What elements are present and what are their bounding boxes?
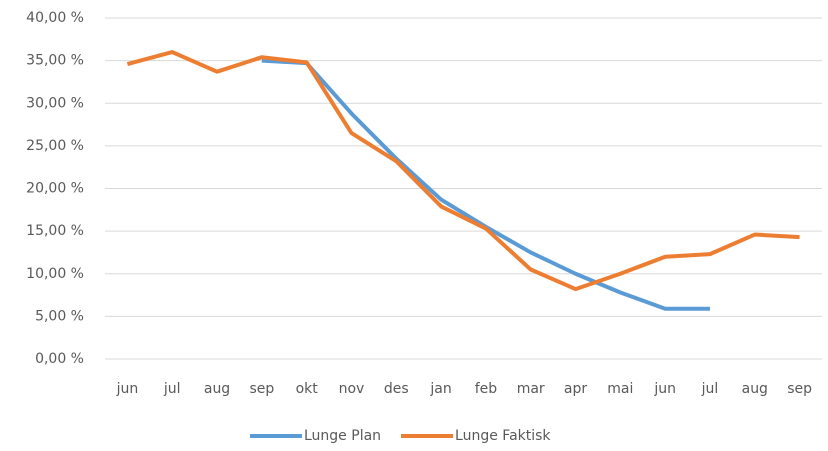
y-tick-label: 25,00 % xyxy=(26,138,84,154)
x-tick-label: sep xyxy=(787,381,812,397)
legend-label: Lunge Plan xyxy=(304,428,381,444)
x-tick-label: mai xyxy=(607,381,633,397)
x-tick-label: jul xyxy=(701,381,719,397)
x-tick-label: jul xyxy=(163,381,181,397)
x-tick-label: sep xyxy=(249,381,274,397)
x-tick-label: des xyxy=(384,381,409,397)
legend-label: Lunge Faktisk xyxy=(455,428,551,444)
y-tick-label: 15,00 % xyxy=(26,223,84,239)
y-tick-label: 5,00 % xyxy=(35,308,84,324)
x-tick-label: feb xyxy=(475,381,498,397)
legend-item: Lunge Plan xyxy=(250,428,381,444)
x-tick-label: okt xyxy=(296,381,319,397)
y-tick-label: 40,00 % xyxy=(26,10,84,26)
x-tick-label: jan xyxy=(429,381,451,397)
x-tick-label: aug xyxy=(204,381,230,397)
y-tick-label: 0,00 % xyxy=(35,351,84,367)
x-tick-label: aug xyxy=(742,381,768,397)
x-tick-label: nov xyxy=(339,381,365,397)
legend-item: Lunge Faktisk xyxy=(401,428,551,444)
series-line xyxy=(126,50,800,292)
y-tick-label: 30,00 % xyxy=(26,95,84,111)
y-tick-label: 10,00 % xyxy=(26,266,84,282)
x-tick-label: jun xyxy=(116,381,139,397)
y-tick-label: 20,00 % xyxy=(26,181,84,197)
y-tick-label: 35,00 % xyxy=(26,53,84,69)
x-tick-label: apr xyxy=(564,381,587,397)
x-tick-label: jun xyxy=(653,381,676,397)
x-tick-label: mar xyxy=(517,381,545,397)
